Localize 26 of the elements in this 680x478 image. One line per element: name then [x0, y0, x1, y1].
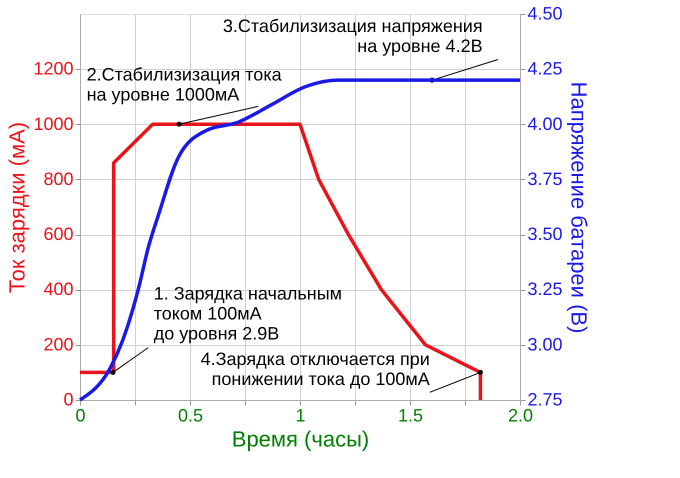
y-tick-label: 1000 — [33, 114, 74, 134]
line-series — [78, 122, 483, 402]
y2-tick-label: 4.00 — [528, 114, 563, 134]
annotation: 2.Стабилизизация тока на уровне 1000мА — [86, 64, 283, 104]
x-tick-label: 1.5 — [398, 406, 424, 426]
y2-tick-label: 3.75 — [528, 168, 563, 189]
x-tick-label: 0 — [75, 406, 86, 426]
x-axis-title: Время (часы) — [232, 426, 370, 452]
y-tick-label: 0 — [63, 390, 74, 410]
y2-tick-label: 4.50 — [528, 4, 563, 24]
y-tick-label: 1200 — [33, 58, 74, 79]
annotation: 1. Зарядка начальным током 100мА до уровня 2.9В — [154, 284, 342, 344]
y2-tick-label: 3.50 — [528, 224, 563, 244]
x-tick-label: 0.5 — [178, 406, 204, 426]
x-tick-label: 1 — [295, 406, 306, 426]
y2-tick-label: 3.25 — [528, 279, 563, 300]
y-axis-title: Ток зарядки (мА) — [4, 122, 30, 294]
y-tick-label: 200 — [43, 334, 74, 354]
annotation: 3.Стабилизизация напряжения на уровне 4.2В — [222, 16, 483, 56]
annotation: 4.Зарядка отключается при понижении тока до 100мА — [200, 349, 430, 390]
y2-axis-title: Напряжение батареи (В) — [566, 82, 592, 334]
y-tick-label: 600 — [43, 224, 74, 244]
y2-tick-label: 3.00 — [528, 334, 563, 354]
y-tick-label: 400 — [43, 279, 74, 300]
y-tick-label: 800 — [43, 168, 74, 189]
y2-tick-label: 4.25 — [528, 58, 563, 79]
